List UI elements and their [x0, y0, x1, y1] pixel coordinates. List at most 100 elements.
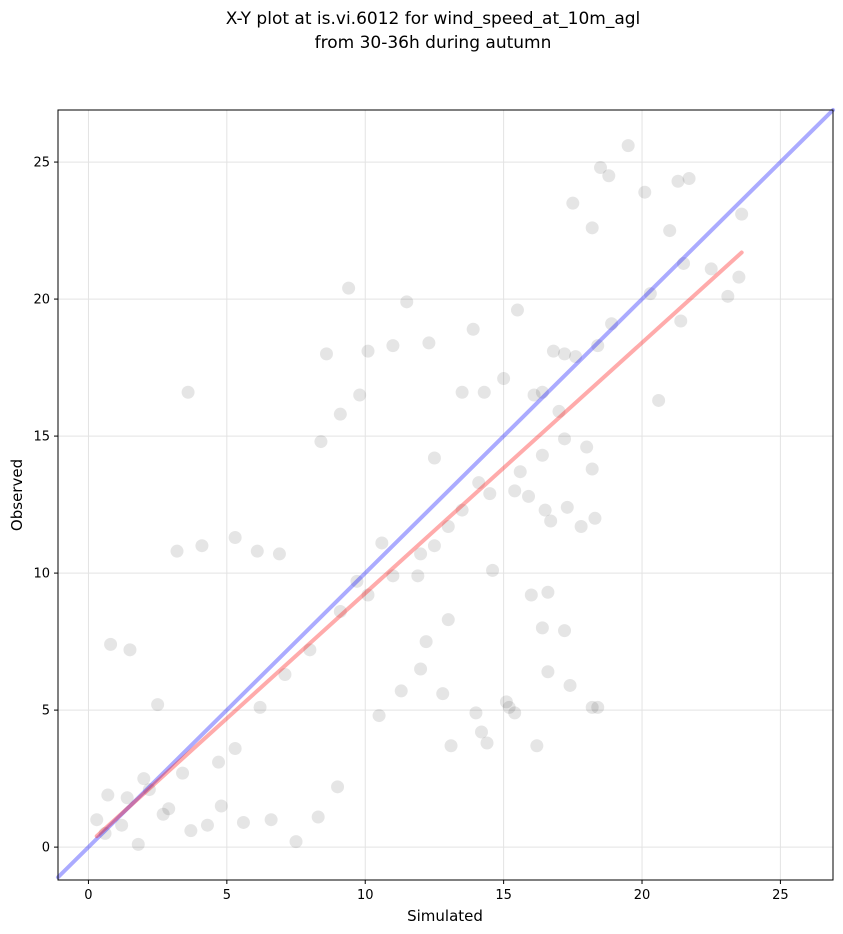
chart-title-line-2: from 30-36h during autumn — [315, 33, 552, 53]
scatter-point — [674, 314, 688, 328]
scatter-point — [585, 221, 599, 235]
scatter-point — [228, 741, 242, 755]
chart-title-line-1: X-Y plot at is.vi.6012 for wind_speed_at… — [226, 9, 641, 29]
scatter-point — [480, 736, 494, 750]
scatter-point — [156, 807, 170, 821]
scatter-point — [250, 544, 264, 558]
x-tick-label: 5 — [223, 888, 231, 903]
scatter-point — [585, 700, 599, 714]
scatter-point — [602, 169, 616, 183]
scatter-point — [333, 604, 347, 618]
scatter-point — [544, 514, 558, 528]
scatter-point — [605, 317, 619, 331]
scatter-point — [663, 224, 677, 238]
scatter-point — [510, 303, 524, 317]
scatter-point — [131, 837, 145, 851]
scatter-point — [558, 432, 572, 446]
scatter-point — [591, 339, 605, 353]
scatter-point — [264, 813, 278, 827]
scatter-point — [123, 643, 137, 657]
scatter-point — [535, 621, 549, 635]
scatter-point — [115, 818, 129, 832]
scatter-point — [671, 174, 685, 188]
scatter-point — [566, 196, 580, 210]
scatter-point — [524, 588, 538, 602]
scatter-point — [253, 700, 267, 714]
scatter-point — [104, 637, 118, 651]
scatter-point — [735, 207, 749, 221]
x-tick-label: 10 — [357, 888, 374, 903]
scatter-point — [90, 813, 104, 827]
scatter-point — [120, 791, 134, 805]
scatter-point — [427, 451, 441, 465]
scatter-point — [530, 739, 544, 753]
scatter-point — [333, 407, 347, 421]
scatter-point — [353, 388, 367, 402]
scatter-point — [563, 678, 577, 692]
scatter-point — [497, 372, 511, 386]
scatter-point — [469, 706, 483, 720]
scatter-point — [331, 780, 345, 794]
scatter-point — [483, 487, 497, 501]
scatter-point — [184, 824, 198, 838]
x-tick-label: 15 — [495, 888, 512, 903]
scatter-point — [162, 802, 176, 816]
plot-area-frame — [57, 109, 834, 881]
scatter-point — [502, 700, 516, 714]
scatter-point — [170, 544, 184, 558]
scatter-point — [228, 530, 242, 544]
scatter-point — [522, 489, 536, 503]
scatter-point — [558, 347, 572, 361]
identity-line — [56, 108, 835, 880]
scatter-point — [455, 385, 469, 399]
scatter-point — [386, 339, 400, 353]
scatter-point — [151, 698, 165, 712]
scatter-point — [303, 643, 317, 657]
scatter-point — [560, 500, 574, 514]
scatter-point — [594, 161, 607, 175]
scatter-point — [342, 281, 356, 295]
scatter-point — [580, 440, 594, 454]
scatter-point — [311, 810, 325, 824]
scatter-point — [444, 739, 458, 753]
scatter-point — [142, 783, 156, 797]
scatter-point — [414, 547, 428, 561]
y-tick-label: 15 — [33, 430, 50, 445]
scatter-point — [419, 635, 433, 649]
scatter-point — [372, 709, 386, 723]
scatter-point — [278, 667, 292, 681]
scatter-point — [474, 725, 488, 739]
scatter-point — [552, 404, 566, 418]
y-tick-label: 5 — [42, 704, 50, 719]
scatter-point — [732, 270, 746, 284]
scatter-point — [558, 624, 572, 638]
y-tick-label: 0 — [42, 841, 50, 856]
x-axis-label: Simulated — [407, 907, 483, 925]
y-axis-ticks: 0 5 10 15 20 25 — [33, 156, 58, 856]
scatter-point — [422, 336, 436, 350]
scatter-point — [508, 484, 522, 498]
scatter-point — [400, 295, 414, 309]
scatter-point — [652, 393, 666, 407]
scatter-point — [214, 799, 228, 813]
scatter-point — [677, 256, 691, 270]
scatter-point — [441, 613, 455, 627]
scatter-point — [441, 520, 455, 534]
scatter-point — [486, 563, 500, 577]
scatter-point — [643, 287, 657, 301]
scatter-point — [455, 503, 469, 517]
scatter-point — [499, 695, 513, 709]
x-tick-label: 25 — [772, 888, 789, 903]
scatter-point — [176, 766, 190, 780]
scatter-point — [466, 322, 480, 336]
scatter-point — [721, 289, 735, 303]
scatter-point — [546, 344, 560, 358]
scatter-point — [477, 385, 491, 399]
scatter-point — [314, 435, 328, 449]
scatter-point — [236, 815, 250, 829]
scatter-point — [411, 569, 425, 583]
scatter-point — [569, 350, 583, 364]
scatter-point — [535, 385, 549, 399]
scatter-point — [704, 262, 718, 276]
